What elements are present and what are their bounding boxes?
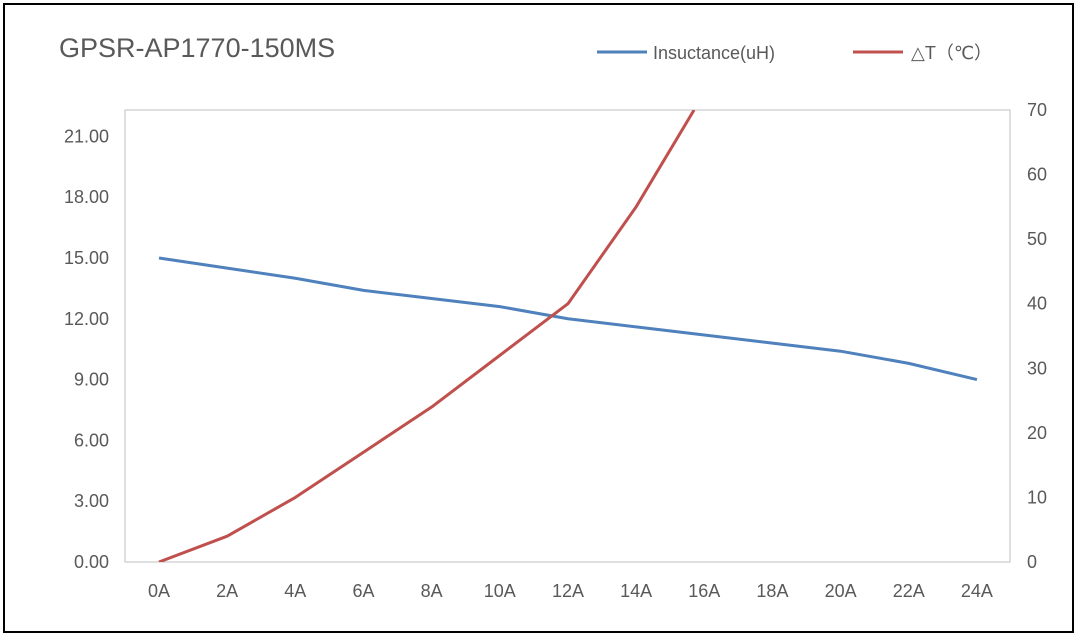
x-axis-tick-label: 10A [484,581,516,601]
left-axis-tick-label: 18.00 [64,187,109,207]
legend-label-delta-t: △T（℃） [911,43,992,63]
x-axis-tick-label: 18A [756,581,788,601]
x-axis-tick-label: 16A [688,581,720,601]
x-axis-tick-label: 20A [825,581,857,601]
x-axis-tick-label: 12A [552,581,584,601]
plot-area [124,109,1011,563]
series-line-inductance [158,256,978,382]
left-axis-tick-label: 15.00 [64,248,109,268]
legend: Insuctance(uH) △T（℃） [597,43,992,63]
chart-title: GPSR-AP1770-150MS [59,33,335,63]
left-axis-tick-label: 6.00 [74,430,109,450]
right-axis-tick-label: 40 [1027,294,1047,314]
right-axis-tick-label: 60 [1027,165,1047,185]
x-axis-tick-label: 0A [148,581,170,601]
series-line-delta-t [158,110,696,562]
x-axis-tick-label: 14A [620,581,652,601]
legend-label-inductance: Insuctance(uH) [653,43,775,63]
right-axis-tick-label: 50 [1027,229,1047,249]
right-axis-ticks: 0 10 20 30 40 50 60 70 [1027,100,1047,572]
left-axis-tick-label: 0.00 [74,552,109,572]
left-axis-tick-label: 21.00 [64,126,109,146]
x-axis-tick-label: 4A [284,581,306,601]
right-axis-tick-label: 20 [1027,423,1047,443]
x-axis-tick-label: 8A [421,581,443,601]
chart: GPSR-AP1770-150MS Insuctance(uH) △T（℃） 0… [59,33,1047,601]
left-axis-tick-label: 3.00 [74,491,109,511]
left-axis-ticks: 0.00 3.00 6.00 9.00 12.00 15.00 18.00 21.00 [64,126,109,572]
right-axis-tick-label: 30 [1027,358,1047,378]
x-axis-ticks: 0A 2A 4A 6A 8A 10A 12A 14A 16A 18A 20A 22A 24A [148,581,993,601]
x-axis-tick-label: 24A [961,581,993,601]
right-axis-tick-label: 70 [1027,100,1047,120]
chart-frame: GPSR-AP1770-150MS Insuctance(uH) △T（℃） 0… [3,3,1074,633]
x-axis-tick-label: 22A [893,581,925,601]
series-layer [158,110,978,562]
x-axis-tick-label: 2A [216,581,238,601]
right-axis-tick-label: 0 [1027,552,1037,572]
right-axis-tick-label: 10 [1027,487,1047,507]
left-axis-tick-label: 12.00 [64,309,109,329]
x-axis-tick-label: 6A [352,581,374,601]
left-axis-tick-label: 9.00 [74,370,109,390]
